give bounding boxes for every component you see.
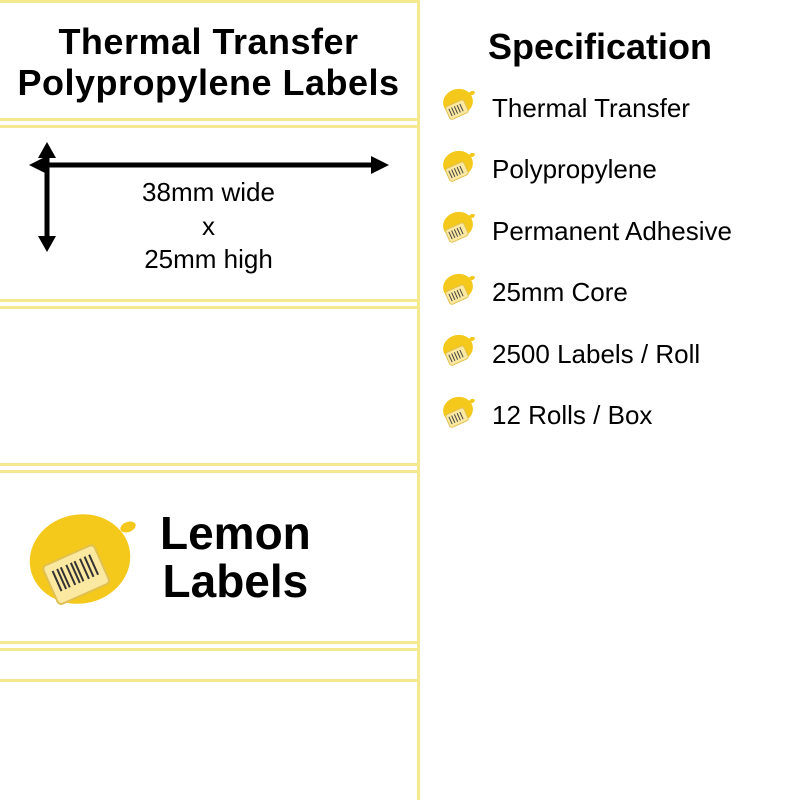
brand-line1: Lemon	[160, 509, 311, 557]
spec-item: 2500 Labels / Roll	[440, 332, 790, 376]
spec-label: Permanent Adhesive	[492, 215, 790, 248]
lemon-bullet-icon	[440, 86, 480, 130]
spec-label: Polypropylene	[492, 153, 790, 186]
bottom-segment	[0, 648, 417, 682]
spec-label: 2500 Labels / Roll	[492, 338, 790, 371]
spec-heading: Specification	[440, 26, 790, 68]
specification-panel: Specification Thermal Transfer	[420, 0, 800, 800]
spec-item: Thermal Transfer	[440, 86, 790, 130]
product-title: Thermal Transfer Polypropylene Labels	[14, 21, 403, 104]
dim-x: x	[20, 210, 397, 244]
brand-segment: Lemon Labels	[0, 470, 417, 644]
blank-segment	[0, 306, 417, 466]
spec-label: 12 Rolls / Box	[492, 399, 790, 432]
spec-list: Thermal Transfer Polypropylene	[440, 86, 790, 437]
spec-label: 25mm Core	[492, 276, 790, 309]
lemon-bullet-icon	[440, 332, 480, 376]
label-strip: Thermal Transfer Polypropylene Labels 38…	[0, 0, 420, 800]
lemon-bullet-icon	[440, 148, 480, 192]
dim-width: 38mm wide	[20, 176, 397, 210]
lemon-bullet-icon	[440, 271, 480, 315]
lemon-logo-icon	[18, 497, 148, 617]
spec-item: Permanent Adhesive	[440, 209, 790, 253]
title-segment: Thermal Transfer Polypropylene Labels	[0, 0, 417, 121]
dimensions-segment: 38mm wide x 25mm high	[0, 125, 417, 302]
width-arrow-icon	[29, 152, 389, 178]
spec-item: 12 Rolls / Box	[440, 394, 790, 438]
spec-item: 25mm Core	[440, 271, 790, 315]
spec-item: Polypropylene	[440, 148, 790, 192]
dim-height: 25mm high	[20, 243, 397, 277]
height-arrow-icon	[34, 142, 60, 252]
dimensions-text: 38mm wide x 25mm high	[20, 176, 397, 277]
brand-text: Lemon Labels	[160, 509, 311, 606]
spec-label: Thermal Transfer	[492, 92, 790, 125]
lemon-bullet-icon	[440, 394, 480, 438]
brand-line2: Labels	[160, 557, 311, 605]
lemon-bullet-icon	[440, 209, 480, 253]
